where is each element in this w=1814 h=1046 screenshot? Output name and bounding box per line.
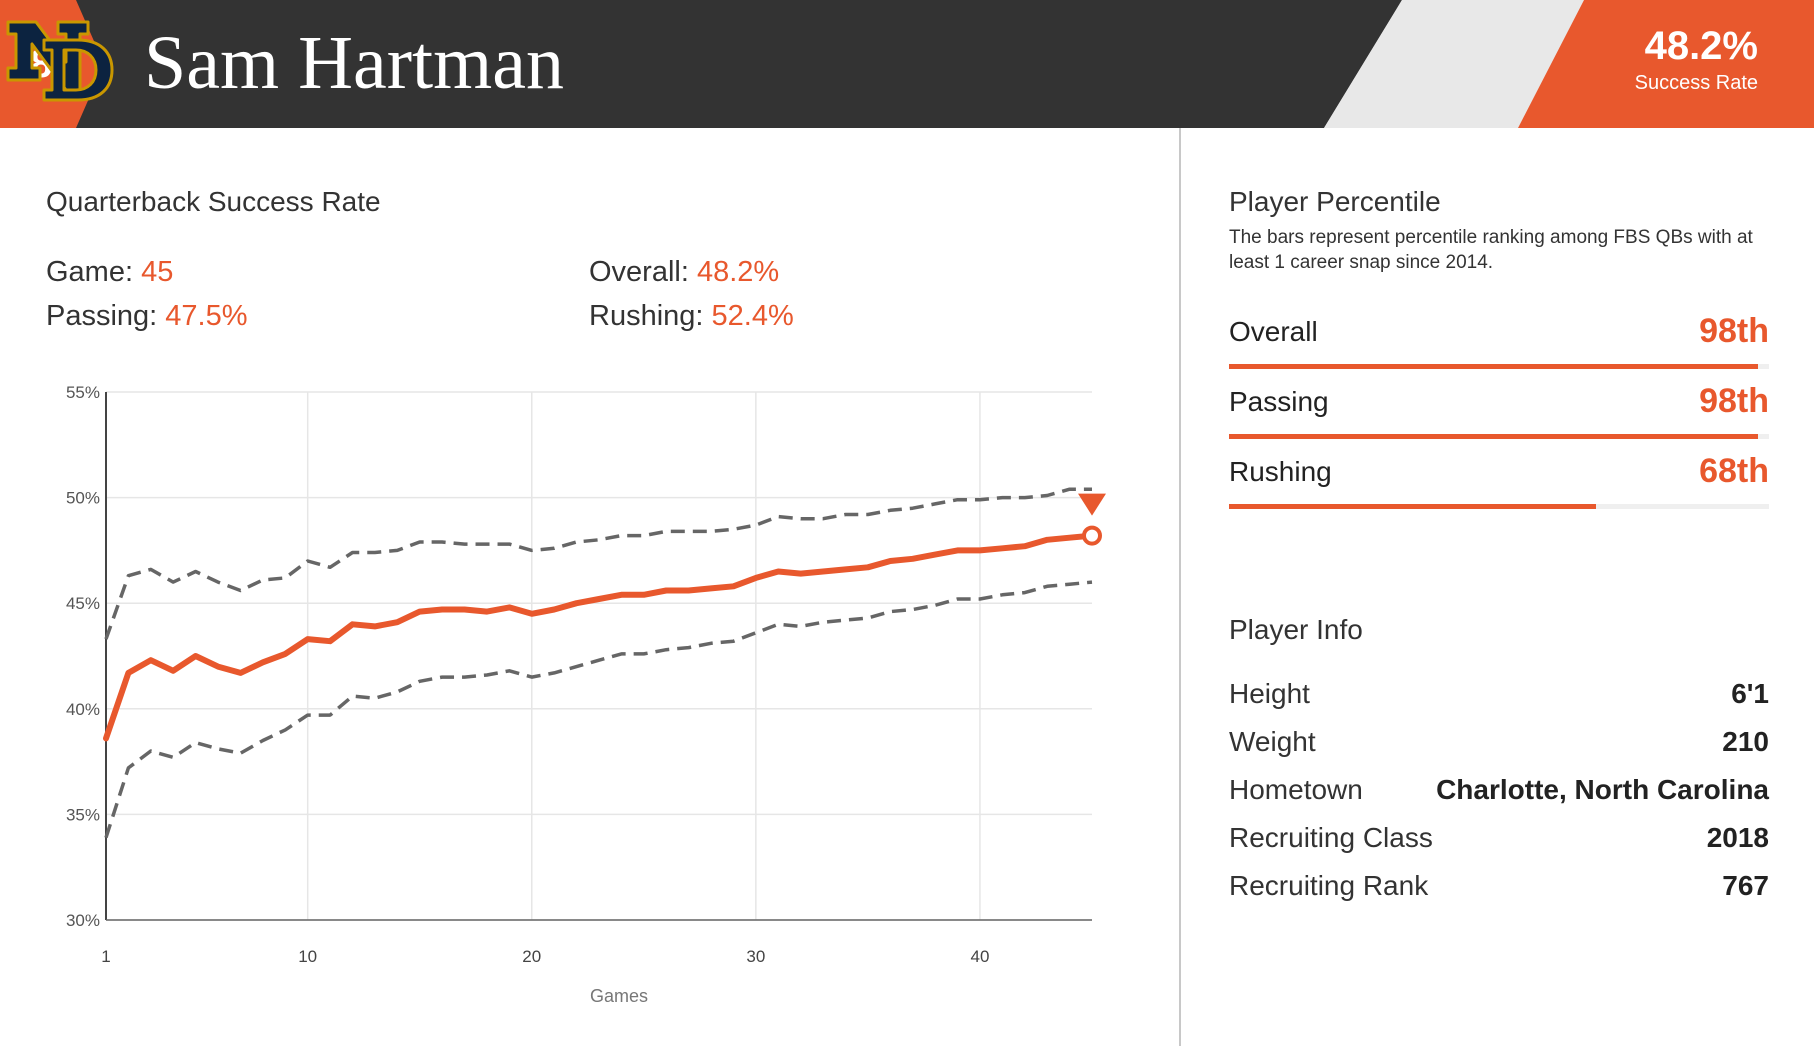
percentile-label: Rushing (1229, 456, 1332, 487)
percentile-bar-track (1229, 364, 1769, 369)
info-value: Charlotte, North Carolina (1436, 774, 1769, 805)
info-key: Hometown (1229, 774, 1363, 805)
info-row-recruiting-class: Recruiting Class 2018 (1229, 822, 1769, 862)
info-row-hometown: Hometown Charlotte, North Carolina (1229, 774, 1769, 814)
rushing-value: 52.4% (711, 300, 794, 332)
info-value: 767 (1722, 870, 1769, 901)
percentile-bar-track (1229, 434, 1769, 439)
info-row-recruiting-rank: Recruiting Rank 767 (1229, 870, 1769, 910)
percentile-description: The bars represent percentile ranking am… (1229, 227, 1753, 273)
rushing-stat: Rushing: 52.4% (589, 300, 794, 333)
player-name: Sam Hartman (144, 21, 565, 105)
percentile-bar-fill (1229, 364, 1759, 369)
percentile-bar-track (1229, 504, 1769, 509)
success-rate-line (103, 532, 1095, 742)
percentile-row-rushing: Rushing 68th (1229, 452, 1769, 516)
notre-dame-logo-icon (6, 20, 114, 102)
info-key: Height (1229, 678, 1310, 709)
header-dark-band (0, 0, 1402, 128)
percentile-bar-fill (1229, 434, 1759, 439)
info-row-weight: Weight 210 (1229, 726, 1769, 766)
info-value: 6'1 (1731, 678, 1769, 709)
x-tick-label: 20 (522, 947, 541, 966)
panel-divider (1179, 128, 1181, 1046)
info-key: Recruiting Rank (1229, 870, 1429, 901)
x-tick-label: 30 (746, 947, 765, 966)
percentile-bar-fill (1229, 504, 1597, 509)
success-rate-value: 48.2% (1644, 24, 1758, 68)
current-game-arrow-icon (1078, 493, 1106, 516)
info-value: 210 (1722, 726, 1769, 757)
percentile-title: Player Percentile (1229, 186, 1441, 217)
upper-bound-line (104, 487, 1092, 640)
y-tick-label: 30% (66, 911, 100, 930)
percentile-label: Overall (1229, 316, 1318, 347)
info-row-height: Height 6'1 (1229, 678, 1769, 718)
x-tick-label: 1 (101, 947, 110, 966)
y-tick-label: 50% (66, 489, 100, 508)
x-tick-label: 10 (298, 947, 317, 966)
passing-stat: Passing: 47.5% (46, 300, 248, 333)
game-value: 45 (141, 256, 174, 288)
rushing-label: Rushing: (589, 300, 704, 332)
player-info-title: Player Info (1229, 614, 1363, 645)
percentile-label: Passing (1229, 386, 1329, 417)
percentile-row-passing: Passing 98th (1229, 382, 1769, 446)
info-key: Recruiting Class (1229, 822, 1433, 853)
overall-value: 48.2% (696, 256, 780, 288)
passing-label: Passing: (46, 300, 158, 332)
x-tick-label: 40 (970, 947, 989, 966)
y-tick-label: 55% (66, 383, 100, 402)
overall-stat: Overall: 48.2% (589, 256, 779, 289)
chart-section-title: Quarterback Success Rate (46, 186, 381, 217)
info-value: 2018 (1706, 822, 1769, 853)
percentile-value: 98th (1699, 312, 1769, 350)
percentile-value: 68th (1699, 452, 1769, 490)
y-tick-label: 35% (66, 805, 100, 824)
info-key: Weight (1229, 726, 1316, 757)
logo-panel (1324, 0, 1584, 128)
overall-label: Overall: (589, 256, 689, 288)
percentile-value: 98th (1699, 382, 1769, 420)
percentile-row-overall: Overall 98th (1229, 312, 1769, 376)
lower-bound-line (104, 580, 1093, 839)
passing-value: 47.5% (165, 300, 248, 332)
header-success-rate: 48.2% Success Rate (1560, 22, 1758, 96)
game-stat: Game: 45 (46, 256, 173, 289)
y-tick-label: 45% (66, 594, 100, 613)
current-game-marker (1082, 525, 1102, 546)
game-label: Game: (46, 256, 134, 288)
header-banner: 8 Sam Hartman 48.2% Success Rate (0, 0, 1814, 128)
x-axis-label: Games (590, 986, 648, 1006)
success-rate-label: Success Rate (1634, 72, 1758, 94)
success-rate-chart: 30% 35% 40% 45% 50% 55% 1 10 20 30 40 Games (66, 383, 1106, 1006)
y-tick-label: 40% (66, 700, 100, 719)
stat-panel (1518, 0, 1814, 128)
